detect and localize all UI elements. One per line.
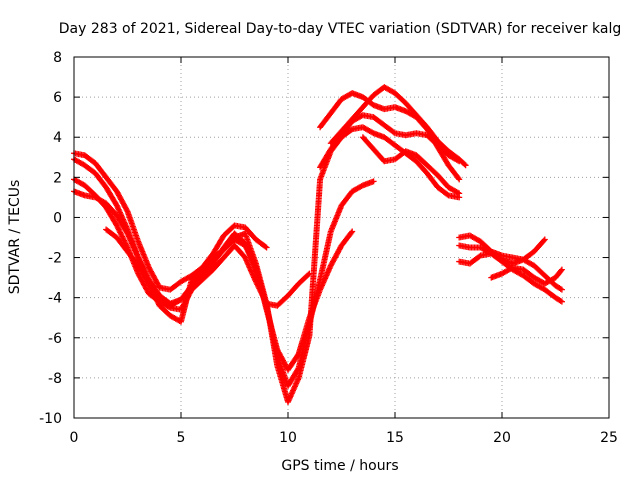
y-tick-label: -4 — [48, 291, 62, 307]
data-point — [348, 127, 355, 134]
y-tick-label: -8 — [48, 371, 62, 387]
series-track-8 — [327, 84, 469, 169]
x-tick-label: 5 — [177, 430, 186, 446]
y-tick-label: 6 — [53, 90, 62, 106]
series-track-12 — [456, 236, 548, 267]
data-point — [123, 207, 130, 214]
data-point — [306, 270, 313, 277]
data-point — [349, 228, 356, 235]
data-point — [263, 244, 270, 251]
data-point — [462, 162, 469, 169]
data-point — [348, 229, 355, 236]
series-track-5 — [103, 226, 313, 309]
data-point — [454, 189, 461, 196]
y-tick-label: -6 — [48, 331, 62, 347]
data-point — [369, 129, 376, 136]
axis-ticks: 0 5 10 15 20 25 -10 -8 -6 -4 -2 0 2 4 6 8 — [39, 50, 618, 446]
data-point — [541, 236, 548, 243]
data-point — [390, 129, 397, 136]
x-tick-label: 0 — [70, 430, 79, 446]
data-point — [262, 243, 269, 250]
data-point — [558, 286, 565, 293]
plot-border — [73, 56, 610, 419]
chart-title: Day 283 of 2021, Sidereal Day-to-day VTE… — [59, 21, 621, 37]
data-points — [71, 84, 565, 405]
data-point — [557, 297, 564, 304]
y-tick-label: 8 — [53, 50, 62, 66]
data-point — [305, 271, 312, 278]
grid — [74, 57, 609, 418]
data-point — [370, 178, 377, 185]
data-point — [558, 266, 565, 273]
x-axis-label: GPS time / hours — [281, 458, 398, 474]
y-tick-label: -10 — [39, 411, 62, 427]
data-point — [540, 237, 547, 244]
y-tick-label: -2 — [48, 251, 62, 267]
data-point — [456, 190, 463, 197]
x-tick-label: 25 — [600, 430, 618, 446]
series-track-4 — [71, 124, 463, 405]
y-tick-label: 0 — [53, 210, 62, 226]
data-point — [461, 161, 468, 168]
data-point — [444, 191, 451, 198]
data-point — [557, 285, 564, 292]
x-tick-label: 15 — [386, 430, 404, 446]
y-axis-label: SDTVAR / TECUs — [7, 180, 23, 295]
data-point — [456, 176, 463, 183]
data-point — [476, 253, 483, 260]
x-tick-label: 20 — [493, 430, 511, 446]
data-point — [558, 298, 565, 305]
y-tick-label: 4 — [53, 130, 62, 146]
series-track-9 — [359, 134, 463, 197]
series-track-13 — [488, 264, 565, 287]
y-tick-label: 2 — [53, 170, 62, 186]
data-point — [455, 175, 462, 182]
data-point — [358, 183, 365, 190]
data-point — [497, 255, 504, 262]
x-tick-label: 10 — [279, 430, 297, 446]
data-point — [558, 267, 565, 274]
